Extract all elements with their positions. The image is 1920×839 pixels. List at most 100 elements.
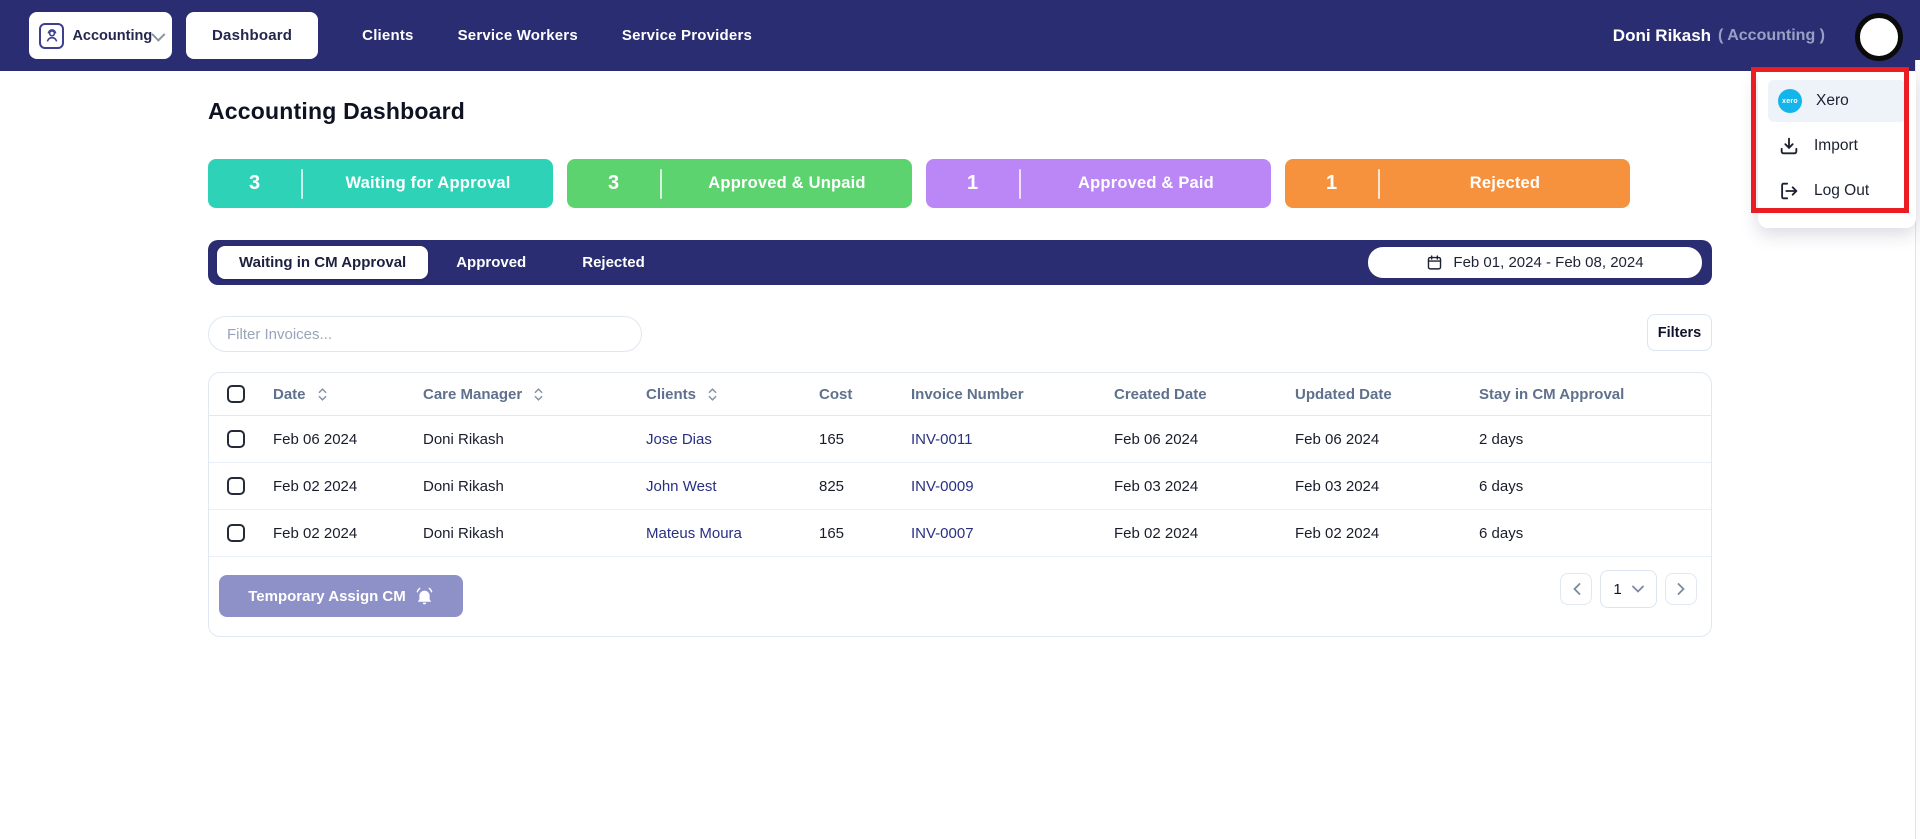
menu-item-import[interactable]: Import	[1768, 125, 1906, 167]
filters-button[interactable]: Filters	[1647, 314, 1712, 351]
cell-created-date: Feb 06 2024	[1114, 430, 1199, 448]
card-count: 1	[1325, 172, 1338, 194]
cell-created-date: Feb 02 2024	[1114, 524, 1199, 542]
cell-cost: 825	[819, 477, 845, 495]
cell-invoice-link[interactable]: INV-0011	[911, 430, 973, 448]
status-tab-waiting-in-cm-approval[interactable]: Waiting in CM Approval	[217, 246, 429, 279]
chevron-down-icon	[1631, 585, 1644, 593]
user-dropdown-menu: xero Xero Import Log Out	[1758, 72, 1916, 228]
page-title: Accounting Dashboard	[208, 98, 466, 124]
temporary-assign-cm-button[interactable]: Temporary Assign CM	[219, 575, 463, 617]
column-header-cost: Cost	[819, 385, 853, 403]
table-row: Feb 02 2024 Doni Rikash Mateus Moura 165…	[209, 510, 1711, 557]
cell-stay: 6 days	[1479, 477, 1524, 495]
scrollbar-track[interactable]	[1915, 60, 1920, 839]
cell-date: Feb 06 2024	[273, 430, 358, 448]
logout-icon	[1781, 182, 1798, 200]
card-divider	[301, 168, 303, 199]
column-header-care-manager[interactable]: Care Manager	[415, 386, 638, 403]
chevron-left-icon	[1572, 583, 1580, 595]
user-name: Doni Rikash	[1612, 25, 1712, 45]
xero-logo-icon: xero	[1778, 89, 1802, 113]
nav-tab-dashboard[interactable]: Dashboard	[186, 12, 319, 59]
nav-tab-service-workers[interactable]: Service Workers	[457, 27, 578, 44]
card-count: 3	[607, 172, 620, 194]
sort-icon[interactable]	[317, 387, 327, 401]
chevron-right-icon	[1677, 583, 1685, 595]
cell-care-manager: Doni Rikash	[423, 524, 504, 542]
card-approved-paid[interactable]: 1 Approved & Paid	[926, 159, 1271, 208]
page-number-select[interactable]: 1	[1600, 570, 1657, 608]
summary-cards-row: 3 Waiting for Approval 3 Approved & Unpa…	[208, 159, 1647, 208]
column-header-created-date: Created Date	[1114, 385, 1207, 403]
cell-stay: 2 days	[1479, 430, 1524, 448]
cell-care-manager: Doni Rikash	[423, 430, 504, 448]
row-checkbox[interactable]	[227, 524, 245, 542]
card-count: 3	[248, 172, 261, 194]
bell-icon	[416, 587, 433, 604]
cell-invoice-link[interactable]: INV-0007	[911, 524, 974, 542]
cell-updated-date: Feb 06 2024	[1295, 430, 1380, 448]
current-page: 1	[1613, 580, 1622, 598]
cell-cost: 165	[819, 524, 845, 542]
column-header-date[interactable]: Date	[265, 386, 415, 403]
column-header-invoice-number: Invoice Number	[911, 385, 1024, 403]
table-footer: Temporary Assign CM 1	[209, 556, 1711, 636]
cell-invoice-link[interactable]: INV-0009	[911, 477, 974, 495]
card-label: Approved & Unpaid	[708, 174, 866, 192]
column-header-clients[interactable]: Clients	[638, 386, 811, 403]
primary-nav: Dashboard Clients Service Workers Servic…	[186, 12, 752, 59]
table-row: Feb 06 2024 Doni Rikash Jose Dias 165 IN…	[209, 416, 1711, 463]
cell-date: Feb 02 2024	[273, 524, 358, 542]
status-tab-bar: Waiting in CM Approval Approved Rejected…	[208, 240, 1712, 285]
invoices-table: Date Care Manager Clients	[208, 372, 1712, 637]
card-rejected[interactable]: 1 Rejected	[1285, 159, 1630, 208]
cell-stay: 6 days	[1479, 524, 1524, 542]
card-divider	[1378, 168, 1380, 199]
date-range-picker[interactable]: Feb 01, 2024 - Feb 08, 2024	[1368, 247, 1702, 278]
nav-tab-service-providers[interactable]: Service Providers	[621, 27, 753, 44]
card-label: Waiting for Approval	[345, 174, 511, 192]
sort-icon[interactable]	[708, 387, 717, 401]
row-checkbox[interactable]	[227, 430, 245, 448]
pagination: 1	[1560, 570, 1697, 608]
role-selector-dropdown[interactable]: Accounting	[29, 12, 172, 59]
date-range-value: Feb 01, 2024 - Feb 08, 2024	[1453, 254, 1644, 271]
filter-invoices-input[interactable]	[208, 316, 642, 352]
import-icon	[1780, 137, 1798, 155]
cell-updated-date: Feb 02 2024	[1295, 524, 1380, 542]
cell-care-manager: Doni Rikash	[423, 477, 504, 495]
nav-tab-clients[interactable]: Clients	[362, 27, 414, 44]
cell-created-date: Feb 03 2024	[1114, 477, 1199, 495]
cell-cost: 165	[819, 430, 845, 448]
status-tab-approved[interactable]: Approved	[456, 254, 527, 271]
chevron-down-icon	[151, 27, 166, 42]
card-approved-unpaid[interactable]: 3 Approved & Unpaid	[567, 159, 912, 208]
card-label: Approved & Paid	[1078, 174, 1214, 192]
menu-item-logout[interactable]: Log Out	[1768, 170, 1906, 212]
select-all-checkbox[interactable]	[227, 385, 245, 403]
row-checkbox[interactable]	[227, 477, 245, 495]
role-selector-label: Accounting	[72, 27, 153, 44]
cell-client-link[interactable]: John West	[646, 477, 717, 495]
support-person-icon	[39, 22, 65, 49]
top-navbar: Accounting Dashboard Clients Service Wor…	[0, 0, 1920, 71]
avatar[interactable]	[1855, 13, 1903, 61]
cell-client-link[interactable]: Jose Dias	[646, 430, 712, 448]
status-tab-rejected[interactable]: Rejected	[582, 254, 645, 271]
card-divider	[660, 168, 662, 199]
previous-page-button[interactable]	[1560, 573, 1592, 605]
menu-item-xero[interactable]: xero Xero	[1768, 80, 1906, 122]
card-divider	[1019, 168, 1021, 199]
sort-icon[interactable]	[534, 387, 543, 401]
card-waiting-for-approval[interactable]: 3 Waiting for Approval	[208, 159, 553, 208]
calendar-icon	[1428, 255, 1442, 270]
next-page-button[interactable]	[1665, 573, 1697, 605]
user-role: ( Accounting )	[1718, 26, 1825, 44]
cell-updated-date: Feb 03 2024	[1295, 477, 1380, 495]
user-info: Doni Rikash ( Accounting )	[1613, 0, 1825, 71]
column-header-updated-date: Updated Date	[1295, 385, 1392, 403]
cell-client-link[interactable]: Mateus Moura	[646, 524, 742, 542]
card-label: Rejected	[1469, 174, 1541, 192]
column-header-stay-in-cm-approval: Stay in CM Approval	[1479, 385, 1625, 403]
